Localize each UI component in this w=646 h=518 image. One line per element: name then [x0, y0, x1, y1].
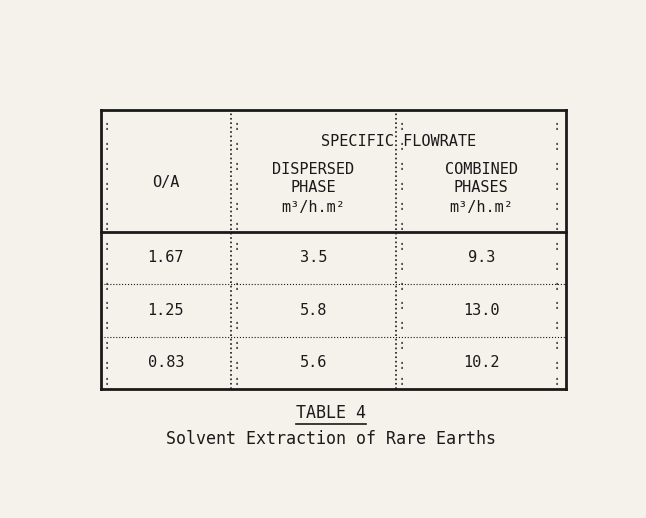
- Text: :: :: [553, 338, 561, 352]
- Text: :: :: [398, 374, 406, 388]
- Text: 1.25: 1.25: [147, 303, 184, 318]
- Text: DISPERSED: DISPERSED: [273, 162, 355, 177]
- Text: :: :: [103, 239, 111, 253]
- Text: :: :: [103, 319, 111, 333]
- Text: :: :: [233, 258, 241, 272]
- Text: :: :: [398, 239, 406, 253]
- Text: :: :: [103, 338, 111, 352]
- Text: 13.0: 13.0: [463, 303, 499, 318]
- Text: O/A: O/A: [152, 175, 180, 190]
- Text: :: :: [553, 159, 561, 173]
- Text: 5.6: 5.6: [300, 355, 328, 370]
- Text: :: :: [553, 199, 561, 213]
- Text: :: :: [553, 239, 561, 253]
- Text: :: :: [103, 159, 111, 173]
- Text: :: :: [103, 258, 111, 272]
- Text: :: :: [233, 219, 241, 233]
- Text: :: :: [553, 258, 561, 272]
- Text: m³/h.m²: m³/h.m²: [282, 200, 346, 215]
- Text: :: :: [398, 279, 406, 293]
- Text: :: :: [553, 139, 561, 153]
- Text: 10.2: 10.2: [463, 355, 499, 370]
- Text: :: :: [233, 239, 241, 253]
- Text: :: :: [398, 199, 406, 213]
- Text: :: :: [103, 139, 111, 153]
- Text: :: :: [398, 179, 406, 193]
- Text: 5.8: 5.8: [300, 303, 328, 318]
- Text: :: :: [103, 298, 111, 312]
- Text: :: :: [103, 279, 111, 293]
- Text: :: :: [233, 319, 241, 333]
- Text: :: :: [398, 159, 406, 173]
- Text: :: :: [103, 199, 111, 213]
- Text: :: :: [398, 298, 406, 312]
- Text: :: :: [233, 338, 241, 352]
- Text: :: :: [103, 374, 111, 388]
- Text: :: :: [398, 119, 406, 133]
- Text: :: :: [553, 219, 561, 233]
- Text: :: :: [103, 358, 111, 372]
- Text: :: :: [553, 374, 561, 388]
- Text: :: :: [398, 258, 406, 272]
- Text: :: :: [233, 358, 241, 372]
- Text: :: :: [553, 319, 561, 333]
- Text: 0.83: 0.83: [147, 355, 184, 370]
- Text: :: :: [103, 119, 111, 133]
- Text: :: :: [233, 199, 241, 213]
- Text: PHASES: PHASES: [454, 180, 508, 195]
- Text: 9.3: 9.3: [468, 250, 495, 265]
- Text: :: :: [553, 119, 561, 133]
- Text: PHASE: PHASE: [291, 180, 337, 195]
- Text: m³/h.m²: m³/h.m²: [450, 200, 513, 215]
- Text: :: :: [398, 338, 406, 352]
- Text: :: :: [398, 219, 406, 233]
- Text: :: :: [553, 298, 561, 312]
- Text: :: :: [233, 159, 241, 173]
- Text: :: :: [553, 179, 561, 193]
- Text: SPECIFIC FLOWRATE: SPECIFIC FLOWRATE: [321, 135, 476, 149]
- Text: :: :: [553, 279, 561, 293]
- Text: :: :: [233, 279, 241, 293]
- Text: :: :: [103, 179, 111, 193]
- Text: :: :: [398, 139, 406, 153]
- Text: :: :: [233, 298, 241, 312]
- Text: :: :: [233, 179, 241, 193]
- Text: COMBINED: COMBINED: [444, 162, 518, 177]
- Text: :: :: [233, 374, 241, 388]
- Text: :: :: [103, 219, 111, 233]
- Text: :: :: [398, 319, 406, 333]
- Text: 3.5: 3.5: [300, 250, 328, 265]
- Text: :: :: [398, 358, 406, 372]
- Text: :: :: [233, 119, 241, 133]
- Text: TABLE 4: TABLE 4: [296, 404, 366, 422]
- Text: :: :: [233, 139, 241, 153]
- Text: 1.67: 1.67: [147, 250, 184, 265]
- Text: Solvent Extraction of Rare Earths: Solvent Extraction of Rare Earths: [166, 430, 496, 448]
- Text: :: :: [553, 358, 561, 372]
